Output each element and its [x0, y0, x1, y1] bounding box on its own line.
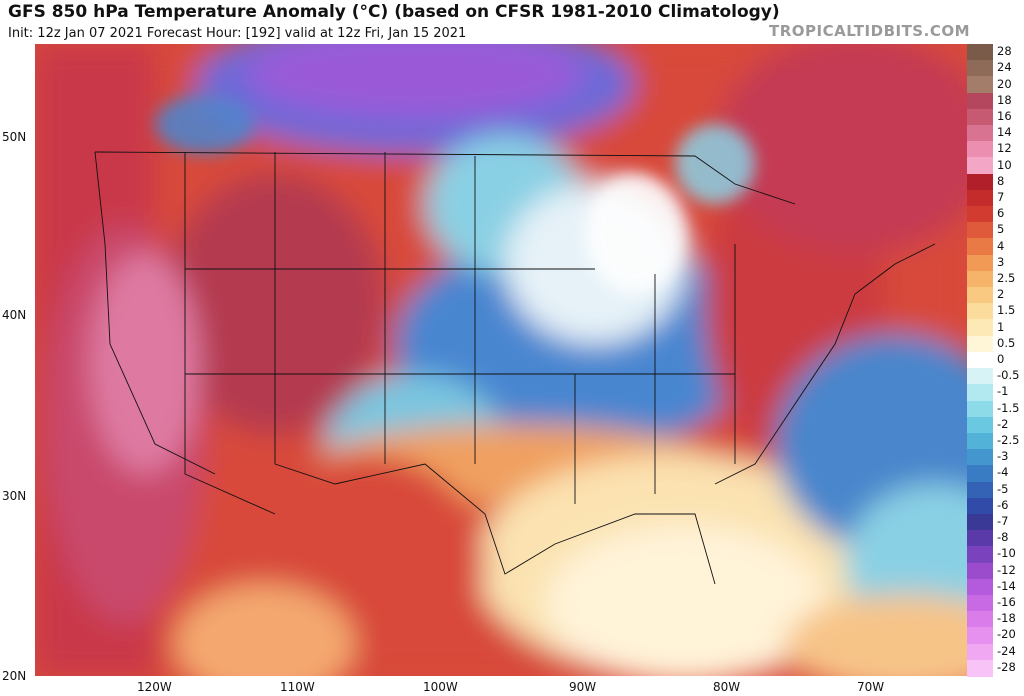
colorbar-cell — [967, 449, 993, 466]
colorbar-cell — [967, 76, 993, 94]
colorbar-cell — [967, 432, 993, 450]
colorbar-cell — [967, 384, 993, 402]
colorbar-label: -0.5 — [997, 368, 1020, 383]
colorbar-label: -3 — [997, 449, 1009, 464]
colorbar-cell — [967, 335, 993, 353]
colorbar-cell — [967, 222, 993, 240]
colorbar-label: 18 — [997, 92, 1012, 107]
colorbar-label: 20 — [997, 76, 1012, 91]
colorbar-cell — [967, 125, 993, 142]
colorbar-cell — [967, 627, 993, 645]
colorbar-label: -1 — [997, 384, 1009, 399]
lon-label-80w: 80W — [713, 680, 741, 694]
lat-label-50n: 50N — [2, 130, 27, 144]
colorbar-label: 0 — [997, 352, 1005, 366]
colorbar-cell — [967, 238, 993, 256]
colorbar-label: -1.5 — [997, 400, 1020, 415]
colorbar-label: 2 — [997, 287, 1005, 302]
colorbar-label: -18 — [997, 611, 1016, 626]
colorbar-cell — [967, 643, 993, 661]
colorbar-label: -20 — [997, 627, 1016, 642]
lat-label-20n: 20N — [2, 669, 27, 683]
colorbar — [967, 44, 993, 677]
colorbar-cell — [967, 206, 993, 223]
colorbar-label: 5 — [997, 222, 1005, 237]
colorbar-cell — [967, 594, 993, 612]
lon-label-90w: 90W — [569, 680, 597, 694]
colorbar-cell — [967, 254, 993, 272]
brand-watermark: TROPICALTIDBITS.COM — [769, 22, 970, 40]
lon-label-110w: 110W — [280, 680, 315, 694]
colorbar-cell — [967, 44, 993, 61]
chart-title: GFS 850 hPa Temperature Anomaly (°C) (ba… — [8, 2, 780, 22]
colorbar-cell — [967, 60, 993, 77]
colorbar-cell — [967, 578, 993, 596]
colorbar-label: 8 — [997, 173, 1005, 188]
colorbar-cell — [967, 400, 993, 418]
colorbar-cell — [967, 287, 993, 304]
colorbar-label: 7 — [997, 189, 1005, 204]
colorbar-label: 3 — [997, 254, 1005, 269]
lon-label-70w: 70W — [857, 680, 885, 694]
colorbar-label: -5 — [997, 481, 1009, 496]
colorbar-cell — [967, 530, 993, 547]
colorbar-cell — [967, 157, 993, 175]
map-fill — [35, 44, 967, 676]
colorbar-cell — [967, 465, 993, 483]
colorbar-label: 1.5 — [997, 303, 1016, 318]
colorbar-label: 28 — [997, 44, 1012, 59]
colorbar-cell — [967, 416, 993, 434]
colorbar-cell — [967, 659, 993, 677]
colorbar-cell — [967, 497, 993, 515]
colorbar-cell — [967, 319, 993, 337]
colorbar-label: 6 — [997, 206, 1005, 221]
colorbar-label: -6 — [997, 497, 1009, 512]
colorbar-label: 14 — [997, 125, 1012, 140]
colorbar-label: -14 — [997, 578, 1016, 593]
lat-label-40n: 40N — [2, 308, 27, 322]
colorbar-cell — [967, 351, 993, 369]
colorbar-cell — [967, 92, 993, 110]
colorbar-label: -24 — [997, 643, 1016, 658]
colorbar-cell — [967, 513, 993, 531]
lon-label-100w: 100W — [423, 680, 458, 694]
colorbar-label: -16 — [997, 595, 1016, 610]
colorbar-cell — [967, 141, 993, 159]
colorbar-label: 12 — [997, 141, 1012, 156]
colorbar-label: -2 — [997, 416, 1009, 431]
colorbar-cell — [967, 546, 993, 564]
colorbar-label: -4 — [997, 465, 1009, 480]
colorbar-cell — [967, 611, 993, 628]
colorbar-label: -12 — [997, 562, 1016, 577]
colorbar-cell — [967, 481, 993, 499]
chart-subtitle: Init: 12z Jan 07 2021 Forecast Hour: [19… — [8, 26, 467, 41]
lat-label-30n: 30N — [2, 489, 27, 503]
lon-label-120w: 120W — [137, 680, 172, 694]
colorbar-label: 10 — [997, 157, 1012, 172]
colorbar-label: -7 — [997, 514, 1009, 529]
colorbar-label: -2.5 — [997, 433, 1020, 448]
colorbar-label: 0.5 — [997, 335, 1016, 350]
colorbar-label: 2.5 — [997, 270, 1016, 285]
colorbar-cell — [967, 173, 993, 191]
colorbar-label: -28 — [997, 659, 1016, 674]
colorbar-cell — [967, 303, 993, 321]
colorbar-label: 24 — [997, 60, 1012, 75]
colorbar-cell — [967, 108, 993, 126]
colorbar-label: 16 — [997, 108, 1012, 123]
colorbar-label: 1 — [997, 319, 1005, 334]
colorbar-label: -10 — [997, 546, 1016, 561]
colorbar-cell — [967, 189, 993, 207]
colorbar-label: 4 — [997, 238, 1005, 253]
colorbar-cell — [967, 562, 993, 580]
colorbar-cell — [967, 368, 993, 385]
colorbar-label: -8 — [997, 530, 1009, 545]
colorbar-cell — [967, 270, 993, 288]
anomaly-map — [35, 44, 967, 676]
